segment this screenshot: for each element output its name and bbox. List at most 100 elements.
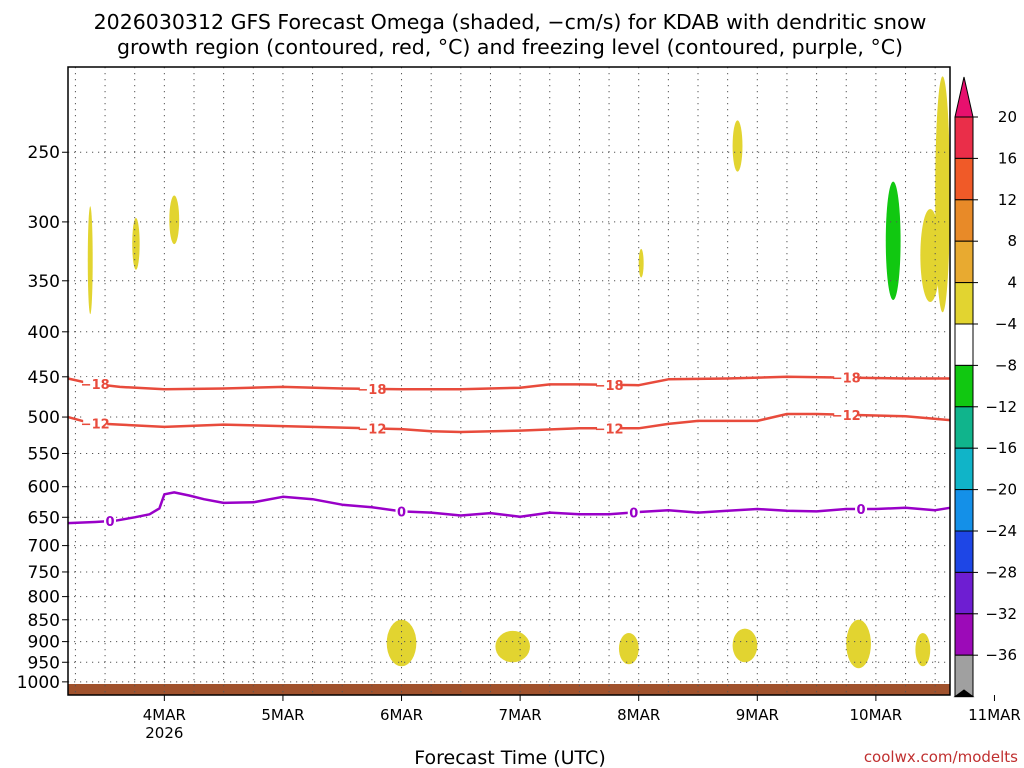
y-tick-label-950: 950 (28, 653, 60, 673)
x-tick-label-10MAR: 10MAR (850, 706, 903, 724)
colorbar-segment-4 (954, 282, 974, 325)
x-tick-year: 2026 (145, 724, 183, 742)
contour-label-2: 0 (105, 515, 114, 530)
x-tick-label-9MAR: 9MAR (736, 706, 779, 724)
contour-label-1: −12 (357, 422, 386, 437)
colorbar-segment-0 (954, 116, 974, 159)
y-tick-label-250: 250 (28, 143, 60, 163)
x-tick-label-5MAR: 5MAR (261, 706, 304, 724)
x-tick-label-6MAR: 6MAR (380, 706, 423, 724)
omega-region-6 (935, 76, 951, 313)
plot-frame (67, 66, 951, 696)
y-tick-label-400: 400 (28, 323, 60, 343)
colorbar-bottom-arrow (953, 689, 975, 698)
y-tick-label-300: 300 (28, 213, 60, 233)
contour-line-2 (67, 491, 951, 525)
y-tick-label-900: 900 (28, 633, 60, 653)
pressure-axis-labels: 2503003504004505005506006507007508008509… (17, 143, 68, 693)
ground-strip (68, 684, 950, 695)
contour-label-0: −18 (595, 379, 624, 394)
contour-label-bg (395, 504, 408, 519)
x-tick-label-4MAR: 4MAR (143, 706, 186, 724)
omega-region-1 (132, 218, 140, 270)
colorbar-segment-3 (954, 240, 974, 284)
omega-region-8 (495, 630, 530, 663)
colorbar-label-6: −8 (995, 356, 1017, 374)
y-tick-label-450: 450 (28, 368, 60, 388)
y-tick-label-350: 350 (28, 272, 60, 292)
contour-label-0: −18 (81, 378, 110, 393)
contour-label-bg (627, 505, 640, 520)
colorbar-segment-6 (954, 364, 974, 408)
colorbar-label-8: −16 (985, 439, 1017, 457)
omega-region-10 (732, 628, 758, 663)
y-tick-label-1000: 1000 (17, 673, 60, 693)
colorbar-segment-5 (954, 323, 974, 366)
omega-region-0 (87, 206, 93, 315)
contour-label-bg (83, 416, 108, 431)
omega-region-5 (920, 208, 941, 303)
y-tick-label-700: 700 (28, 537, 60, 557)
colorbar-label-4: 4 (1007, 274, 1017, 292)
omega-region-2 (169, 195, 180, 245)
colorbar-label-2: 12 (998, 191, 1017, 209)
contour-label-2: 0 (629, 506, 638, 521)
contour-label-0: −18 (357, 383, 386, 398)
contour-label-bg (104, 514, 116, 529)
plot-background (68, 67, 950, 695)
x-tick-label-8MAR: 8MAR (617, 706, 660, 724)
colorbar-label-0: 20 (998, 108, 1017, 126)
colorbar-label-5: −4 (995, 315, 1017, 333)
x-tick-label-11MAR: 11MAR (968, 706, 1021, 724)
y-tick-label-600: 600 (28, 478, 60, 498)
y-tick-label-750: 750 (28, 563, 60, 583)
colorbar-segment-11 (954, 571, 974, 615)
contour-label-bg (83, 377, 108, 392)
omega-region-13 (885, 181, 901, 300)
contour-line-1 (67, 412, 951, 434)
contour-label-1: −12 (81, 417, 110, 432)
y-tick-label-850: 850 (28, 611, 60, 631)
contour-label-2: 0 (397, 505, 406, 520)
omega-colorbar: 20 16 12 8 4 −4 −8 −12 −16 −20 −24 −28 −32 −36 (953, 76, 1017, 698)
omega-shading-layer (87, 76, 951, 669)
omega-region-12 (915, 633, 931, 667)
contour-label-bg (834, 407, 859, 422)
contour-label-bg (597, 421, 622, 436)
contour-label-0: −18 (832, 372, 861, 387)
x-tick-label-7MAR: 7MAR (499, 706, 542, 724)
colorbar-label-13: −36 (985, 646, 1017, 664)
colorbar-label-9: −20 (985, 481, 1017, 499)
colorbar-label-10: −24 (985, 522, 1017, 540)
contour-label-1: −12 (832, 409, 861, 424)
colorbar-label-11: −28 (985, 563, 1017, 581)
contour-label-bg (597, 377, 622, 392)
colorbar-segment-2 (954, 199, 974, 242)
colorbar-segment-7 (954, 406, 974, 449)
colorbar-segment-1 (954, 157, 974, 201)
ground-layer (68, 684, 950, 695)
omega-region-9 (618, 633, 639, 665)
colorbar-top-arrow (954, 76, 974, 118)
contour-layer: −18 −18 −18 −18 −12 −12 −12 −12 0 0 0 0 (67, 370, 951, 530)
colorbar-segment-9 (954, 489, 974, 532)
colorbar-segment-8 (954, 447, 974, 491)
colorbar-segment-10 (954, 530, 974, 573)
omega-region-3 (638, 248, 644, 278)
colorbar-label-3: 8 (1007, 232, 1017, 250)
chart-title-line1: 2026030312 GFS Forecast Omega (shaded, −… (94, 10, 927, 34)
omega-region-4 (732, 120, 743, 172)
y-tick-label-500: 500 (28, 408, 60, 428)
contour-line-0 (67, 375, 950, 391)
colorbar-label-12: −32 (985, 605, 1017, 623)
y-tick-label-800: 800 (28, 588, 60, 608)
y-tick-label-650: 650 (28, 508, 60, 528)
chart-title-line2: growth region (contoured, red, °C) and f… (117, 35, 903, 59)
colorbar-label-1: 16 (998, 149, 1017, 167)
contour-label-bg (359, 421, 384, 436)
contour-label-bg (359, 381, 384, 396)
x-axis-label: Forecast Time (UTC) (414, 747, 605, 768)
contour-label-2: 0 (857, 503, 866, 518)
credit-link[interactable]: coolwx.com/modelts (864, 748, 1018, 766)
colorbar-segment-12 (954, 613, 974, 656)
